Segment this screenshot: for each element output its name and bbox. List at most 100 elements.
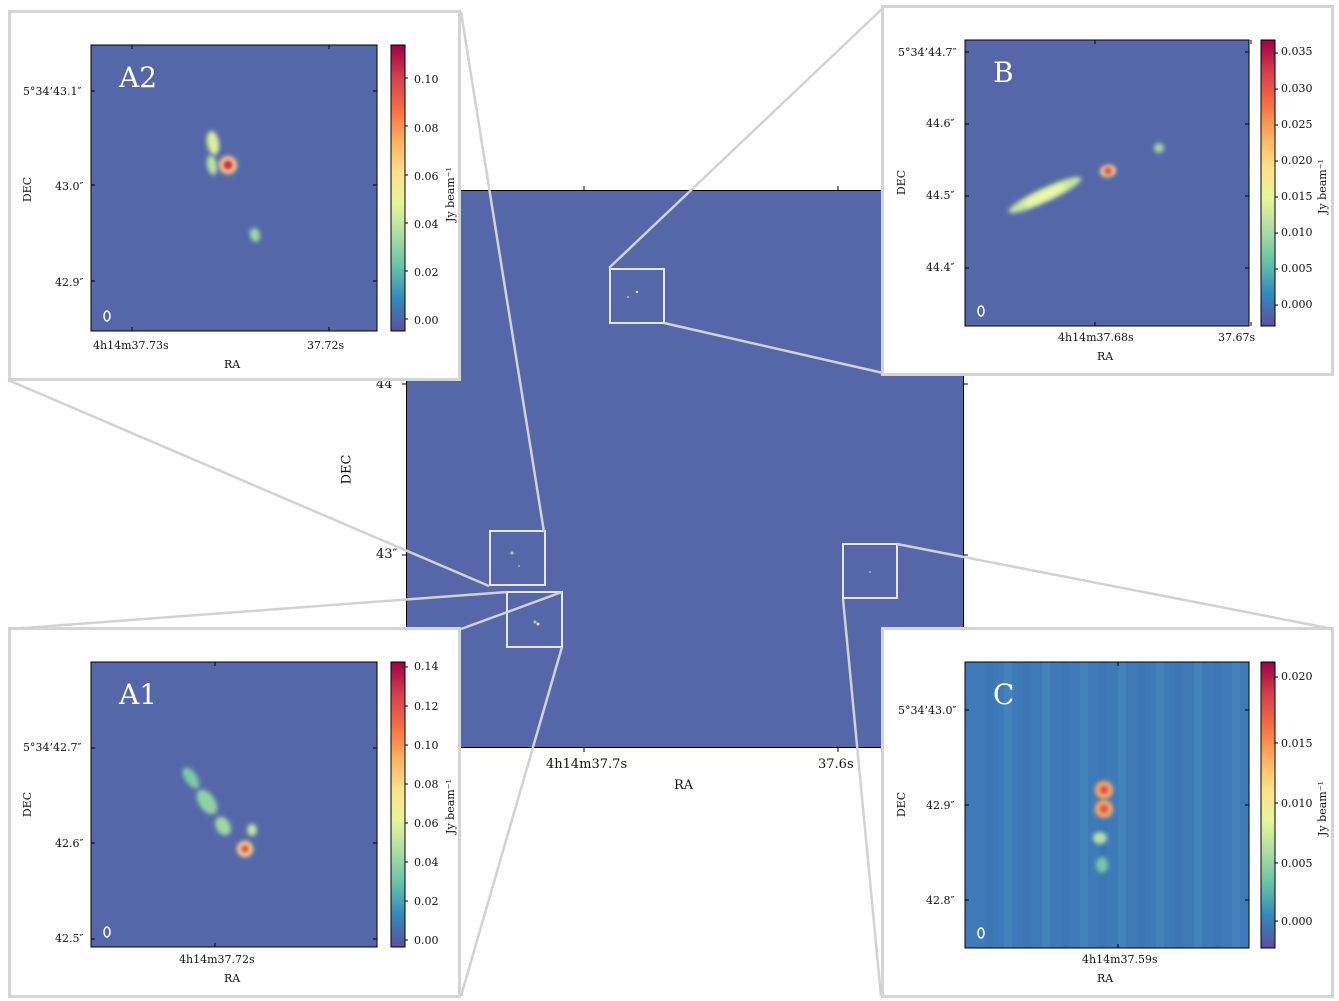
emission-component <box>247 824 257 836</box>
map-frame <box>964 39 1250 327</box>
inset-b-map: B <box>964 39 1278 327</box>
c-cbar-tick-2: 0.015 <box>1281 737 1313 750</box>
b-cbar-tick-2: 0.030 <box>1281 82 1313 95</box>
c-cbar-tick-1: 0.020 <box>1281 670 1313 683</box>
c-noise-stripe <box>1042 662 1050 948</box>
b-xtick-1: 4h14m37.68s <box>1058 331 1134 344</box>
c-noise-stripe <box>1175 662 1183 948</box>
zoom-box-c <box>842 543 898 599</box>
c-noise-stripe <box>1061 662 1069 948</box>
a2-cbar-tick-2: 0.08 <box>414 122 439 135</box>
c-ytick-2: 42.9″ <box>926 799 955 812</box>
b-ytick-1: 5°34’44.7″ <box>898 46 957 59</box>
emission-component <box>1023 184 1067 206</box>
inset-a1: A1 5°34’42.7″ 42.6″ 42.5″ DEC 4h14m37.72… <box>8 627 461 998</box>
c-noise-stripe <box>1156 662 1164 948</box>
colorbar <box>390 44 406 332</box>
b-xlabel: RA <box>1097 350 1114 363</box>
colorbar <box>1260 661 1276 949</box>
c-noise-stripe <box>1232 662 1240 948</box>
b-ytick-3: 44.5″ <box>926 189 955 202</box>
a2-cbar-tick-4: 0.04 <box>414 218 439 231</box>
a2-cbar-tick-3: 0.06 <box>414 170 439 183</box>
beam-ellipse <box>103 310 111 322</box>
c-noise-stripe <box>985 662 993 948</box>
a2-xtick-2: 37.72s <box>307 339 345 352</box>
c-cbar-tick-5: 0.000 <box>1281 915 1313 928</box>
c-cbar-label: Jy beam⁻¹ <box>1315 781 1329 836</box>
map-frame <box>90 44 378 332</box>
a1-ytick-3: 42.5″ <box>55 932 84 945</box>
a1-ytick-1: 5°34’42.7″ <box>23 741 82 754</box>
c-noise-stripe <box>1137 662 1145 948</box>
a1-cbar-tick-1: 0.14 <box>414 660 439 673</box>
zoom-box-a1 <box>506 591 563 648</box>
b-cbar-tick-5: 0.015 <box>1281 190 1313 203</box>
main-ylabel: DEC <box>339 454 355 485</box>
c-ylabel: DEC <box>895 791 909 818</box>
emission-component <box>182 767 200 789</box>
b-cbar-tick-6: 0.010 <box>1281 226 1313 239</box>
main-xtick-1: 4h14m37.7s <box>546 757 628 772</box>
a1-cbar-tick-5: 0.06 <box>414 817 439 830</box>
inset-c-map: C <box>964 661 1278 949</box>
main-ytick-2: 43″ <box>376 547 398 562</box>
emission-component <box>1104 167 1112 175</box>
emission-component <box>215 816 231 836</box>
beam-ellipse <box>977 305 985 317</box>
emission-component <box>196 789 218 815</box>
b-cbar-tick-4: 0.020 <box>1281 154 1313 167</box>
a2-xtick-1: 4h14m37.73s <box>93 339 169 352</box>
emission-component <box>1093 832 1107 844</box>
panel-label-b: B <box>993 56 1014 89</box>
inset-a1-background <box>91 662 377 947</box>
b-cbar-label: Jy beam⁻¹ <box>1315 159 1329 214</box>
beam-ellipse <box>103 926 111 938</box>
c-noise-stripe <box>1080 662 1088 948</box>
b-cbar-tick-3: 0.025 <box>1281 118 1313 131</box>
emission-component <box>206 155 218 175</box>
inset-a1-map: A1 <box>90 661 408 948</box>
b-cbar-tick-8: 0.000 <box>1281 298 1313 311</box>
b-cbar-tick-1: 0.035 <box>1281 45 1313 58</box>
c-ytick-3: 42.8″ <box>926 894 955 907</box>
beam-ellipse <box>977 927 985 939</box>
a1-cbar-tick-8: 0.00 <box>414 934 439 947</box>
c-xlabel: RA <box>1097 972 1114 985</box>
a1-cbar-tick-7: 0.02 <box>414 895 439 908</box>
inset-c: C 5°34’43.0″ 42.9″ 42.8″ DEC 4h14m37.59s… <box>881 627 1334 998</box>
c-noise-stripe <box>1023 662 1031 948</box>
c-ytick-1: 5°34’43.0″ <box>898 704 957 717</box>
a1-cbar-tick-4: 0.08 <box>414 778 439 791</box>
emission-component <box>1096 857 1108 873</box>
a2-ylabel: DEC <box>21 176 35 203</box>
a2-ytick-3: 42.9″ <box>55 276 84 289</box>
b-ytick-2: 44.6″ <box>926 117 955 130</box>
panel-label-a1: A1 <box>118 678 157 711</box>
c-xtick-1: 4h14m37.59s <box>1082 953 1158 966</box>
a1-xlabel: RA <box>224 972 241 985</box>
emission-component <box>1154 143 1164 153</box>
map-frame <box>90 661 378 948</box>
b-ylabel: DEC <box>895 169 909 196</box>
emission-component <box>206 131 220 155</box>
a1-cbar-tick-3: 0.10 <box>414 739 439 752</box>
a1-ylabel: DEC <box>21 791 35 818</box>
colorbar <box>1260 39 1276 327</box>
inset-b: B 5°34’44.7″ 44.6″ 44.5″ 44.4″ DEC 4h14m… <box>881 5 1334 376</box>
zoom-box-b <box>609 268 665 324</box>
c-noise-stripe <box>1118 662 1126 948</box>
a1-cbar-label: Jy beam⁻¹ <box>443 779 457 834</box>
c-cbar-tick-3: 0.010 <box>1281 797 1313 810</box>
a1-cbar-tick-2: 0.12 <box>414 700 439 713</box>
b-ytick-4: 44.4″ <box>926 261 955 274</box>
b-xtick-2: 37.67s <box>1218 331 1256 344</box>
emission-component <box>1100 805 1108 813</box>
main-xtick-2: 37.6s <box>818 757 854 772</box>
a2-cbar-tick-5: 0.02 <box>414 266 439 279</box>
inset-a2-map: A2 <box>90 44 408 332</box>
c-noise-stripe <box>1213 662 1221 948</box>
a1-ytick-2: 42.6″ <box>55 837 84 850</box>
emission-component <box>1100 786 1108 794</box>
